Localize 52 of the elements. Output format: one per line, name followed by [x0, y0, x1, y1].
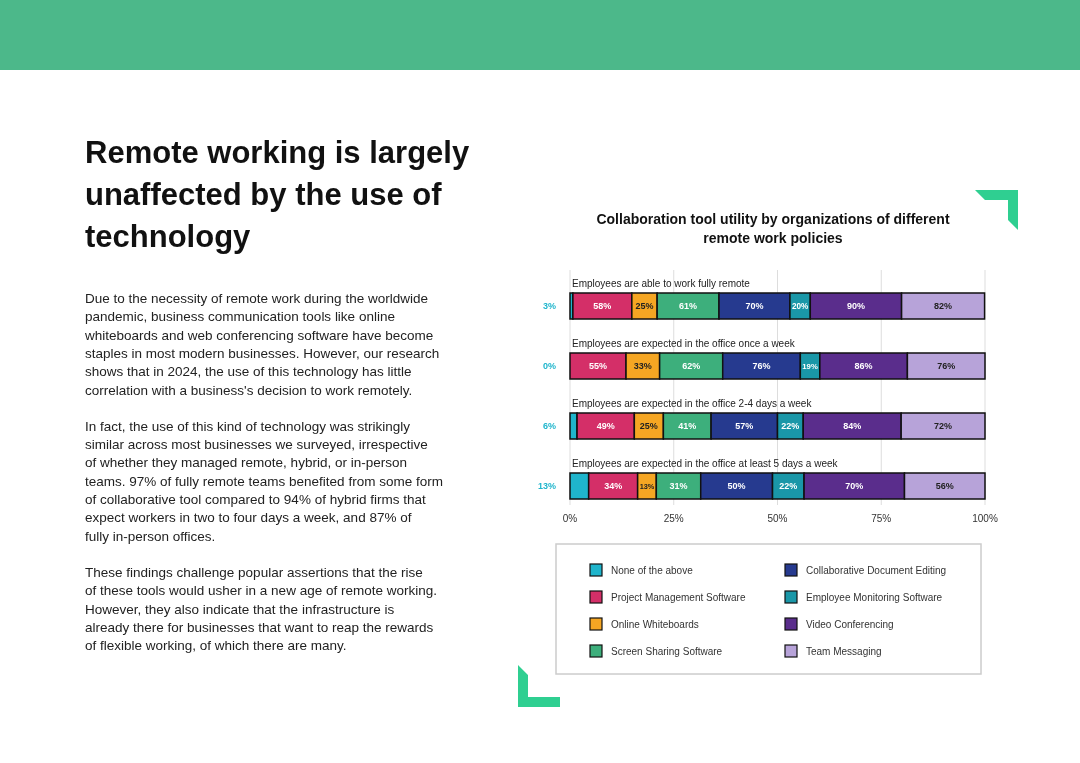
annotation: 76% — [752, 361, 771, 371]
annotation: 20% — [791, 302, 810, 311]
annotation: 25% — [639, 421, 658, 431]
text: 6% — [542, 421, 556, 431]
y-tick-label: Employees are able to work fully remote — [572, 278, 751, 289]
text: 13% — [537, 481, 556, 491]
annotation: 84% — [843, 421, 862, 431]
annotation: 82% — [934, 301, 953, 311]
legend-label: Screen Sharing Software — [611, 646, 723, 657]
legend-label: Online Whiteboards — [611, 619, 699, 630]
text: 3% — [542, 301, 556, 311]
annotation: 62% — [682, 361, 701, 371]
annotation: 22% — [779, 481, 798, 491]
annotation: 34% — [604, 481, 623, 491]
annotation: 55% — [589, 361, 608, 371]
annotation: 57% — [735, 421, 754, 431]
legend-label: Collaborative Document Editing — [806, 565, 947, 576]
text: Remote working is largely unaffected by the use of technology — [85, 135, 470, 254]
annotation: 31% — [669, 481, 688, 491]
x-tick-label: 25% — [663, 513, 684, 524]
y-tick-label: Employees are expected in the office 2-4 days a week — [572, 398, 813, 409]
text: Due to the necessity of remote work during the worldwide pandemic, business communication tools like online whiteboards and web conferencing software have become staples in most modern businesses. However, our research shows that in 2024, the use of this technology has little correlation with a business's decision to work remotely. — [84, 291, 440, 398]
annotation: 49% — [596, 421, 615, 431]
y-tick-label: Employees are expected in the office once a week — [572, 338, 796, 349]
y-tick-label: Employees are expected in the office at least 5 days a week — [572, 458, 839, 469]
legend-label: None of the above — [611, 565, 694, 576]
annotation: 70% — [745, 301, 764, 311]
annotation: 61% — [679, 301, 698, 311]
legend-label: Team Messaging — [806, 646, 882, 657]
text: In fact, the use of this kind of technology was strikingly similar across most businesses we surveyed, irrespective of whether they managed remote, hybrid, or in-person teams. 97% of fully remote teams benefited from some form of collaborative tool compared to 94% of hybrid firms that expect workers in two to four days a week, and 87% of fully in-person offices. — [85, 418, 443, 544]
annotation: 41% — [678, 421, 697, 431]
annotation: 22% — [781, 421, 800, 431]
legend-label: Employee Monitoring Software — [806, 592, 943, 603]
x-tick-label: 75% — [871, 513, 892, 524]
text: 0% — [542, 361, 556, 371]
annotation: 25% — [635, 301, 654, 311]
annotation: 50% — [727, 481, 746, 491]
legend-label: Video Conferencing — [806, 619, 894, 630]
annotation: 58% — [593, 301, 612, 311]
x-tick-label: 50% — [767, 513, 788, 524]
annotation: 72% — [934, 421, 953, 431]
annotation: 33% — [633, 361, 652, 371]
annotation: 56% — [935, 481, 954, 491]
annotation: 86% — [854, 361, 873, 371]
annotation: 76% — [937, 361, 956, 371]
text: These findings challenge popular assertions that the rise of these tools would usher in a new age of remote working. However, they also indicate that the infrastructure is already there for businesses that want to reap the rewards of flexible working, of which there are many. — [85, 564, 437, 654]
chart-title: Collaboration tool utility by organizations of different remote work policies — [596, 211, 950, 246]
legend-label: Project Management Software — [611, 592, 746, 603]
x-tick-label: 100% — [972, 513, 998, 524]
x-tick-label: 0% — [562, 513, 578, 524]
annotation: 70% — [845, 481, 864, 491]
annotation: 90% — [846, 301, 865, 311]
